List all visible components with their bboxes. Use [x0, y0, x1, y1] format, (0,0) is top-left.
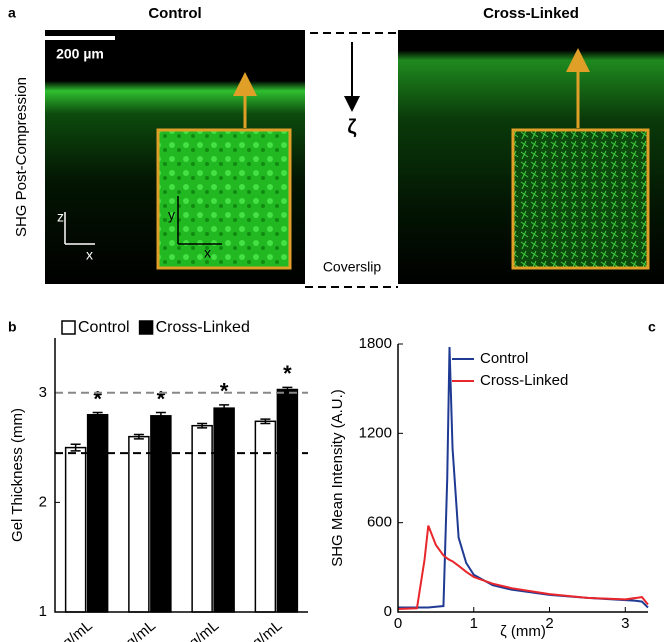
y-tick-label: 2 — [39, 493, 47, 510]
axes — [397, 344, 648, 613]
y-tick-label: 1 — [39, 603, 47, 620]
error-bar — [197, 422, 208, 429]
error-bar — [155, 411, 166, 420]
y-label: SHG Mean Intensity (A.U.) — [329, 389, 346, 567]
legend-label: Control — [480, 350, 528, 367]
inset-axes-icon — [177, 196, 222, 245]
axis-letter: z — [57, 209, 64, 225]
legend-swatch — [138, 320, 154, 335]
y-tick-label: 3 — [39, 384, 47, 401]
axes-icon — [64, 212, 95, 245]
depth-symbol: ζ — [347, 116, 356, 138]
bar — [276, 388, 299, 613]
panel-label: a — [8, 5, 16, 21]
inset — [156, 128, 292, 270]
x-tick-label: 4 mg/mL — [230, 617, 286, 642]
legend-label: Control — [78, 319, 130, 336]
x-tick-label: 0 — [394, 615, 402, 632]
y-label: SHG Post-Compression — [13, 77, 30, 237]
significance: * — [220, 379, 229, 404]
error-bar — [133, 433, 144, 440]
x-tick-label: 2 — [545, 615, 553, 632]
bar — [150, 415, 172, 613]
y-tick-label: 1200 — [359, 424, 392, 441]
line — [397, 525, 649, 611]
legend-label: Cross-Linked — [156, 319, 250, 336]
legend-swatch — [61, 320, 76, 335]
significance: * — [157, 386, 166, 411]
axis-letter: x — [86, 247, 93, 263]
significance: * — [93, 386, 102, 411]
x-tick-label: 1 mg/mL — [40, 617, 96, 642]
significance: * — [283, 361, 292, 386]
x-tick-label: 2 mg/mL — [103, 617, 159, 642]
bar — [254, 420, 277, 613]
y-tick-label: 0 — [384, 603, 392, 620]
coverslip-label: Coverslip — [323, 259, 382, 275]
axes — [54, 338, 308, 613]
y-tick-label: 600 — [367, 514, 392, 531]
error-bar — [70, 443, 81, 452]
legend-label: Cross-Linked — [480, 372, 568, 389]
x-tick-label: 1 — [470, 615, 478, 632]
y-tick-label: 1800 — [359, 335, 392, 352]
x-label: ζ (mm) — [500, 623, 546, 640]
error-bar — [260, 418, 271, 425]
error-bar — [219, 404, 230, 413]
x-tick-label: 3 — [621, 615, 629, 632]
error-bar — [282, 386, 293, 393]
panel-title: Control — [148, 5, 201, 22]
panel-title: Cross-Linked — [483, 5, 579, 22]
error-bar — [92, 411, 103, 418]
panel-label: b — [8, 319, 17, 335]
scale-label: 200 µm — [56, 46, 104, 62]
axis-letter: y — [168, 207, 175, 223]
axis-letter: x — [204, 245, 211, 261]
x-tick-label: 3 mg/mL — [167, 617, 223, 642]
inset — [511, 128, 650, 270]
y-label: Gel Thickness (mm) — [9, 408, 26, 542]
panel-label: c — [648, 319, 656, 335]
bar — [213, 407, 235, 613]
bar — [64, 446, 87, 613]
bar — [128, 435, 150, 613]
bar — [86, 413, 109, 613]
